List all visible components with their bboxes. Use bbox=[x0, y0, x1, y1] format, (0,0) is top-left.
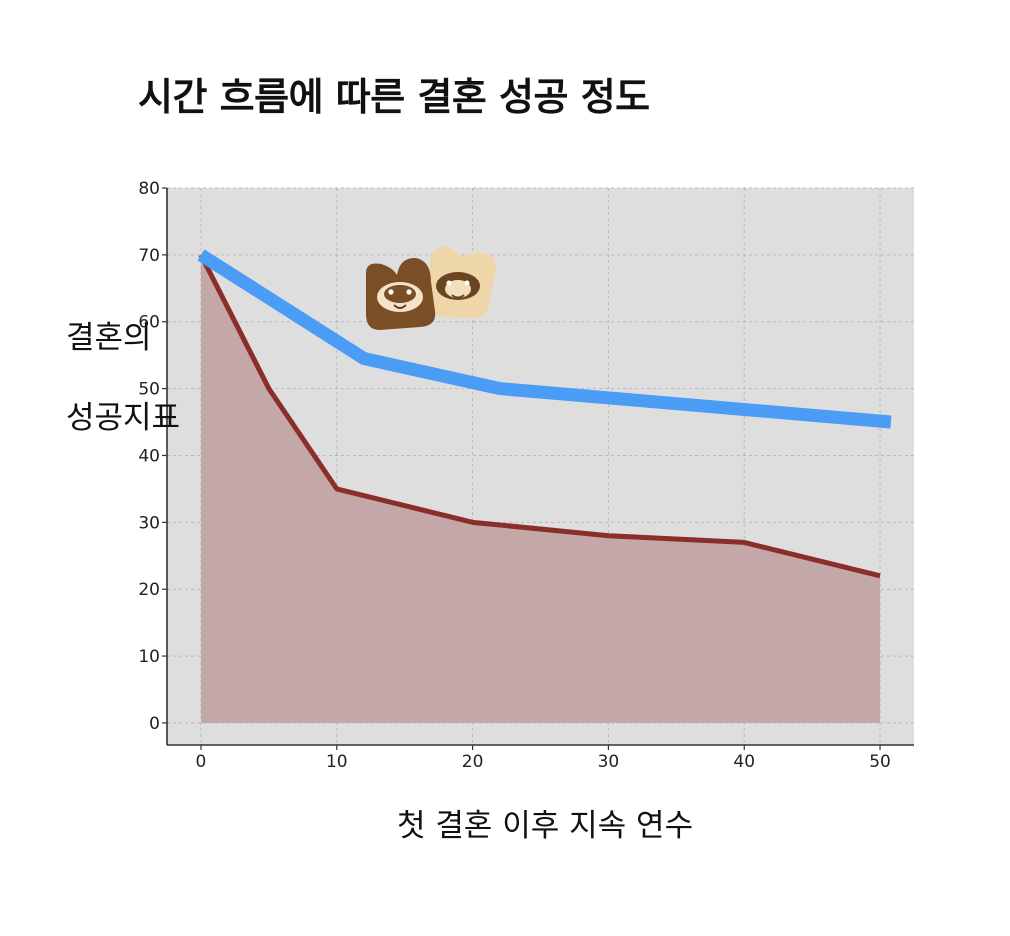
y-tick-label: 40 bbox=[138, 446, 160, 466]
area-fill bbox=[200, 254, 881, 723]
mascot-light-icon bbox=[425, 246, 496, 319]
y-tick-label: 30 bbox=[138, 513, 160, 533]
x-axis-label: 첫 결혼 이후 지속 연수 bbox=[397, 808, 694, 844]
y-tick-label: 10 bbox=[138, 647, 160, 667]
x-tick-label: 10 bbox=[326, 752, 348, 772]
y-tick-label: 60 bbox=[138, 313, 160, 333]
x-tick-label: 30 bbox=[598, 752, 620, 772]
y-tick-label: 80 bbox=[138, 179, 160, 199]
x-tick-label: 40 bbox=[733, 752, 755, 772]
series-line-red bbox=[198, 253, 881, 579]
mascot-dark-icon bbox=[365, 257, 436, 330]
x-tick-label: 0 bbox=[196, 752, 207, 772]
mascot-icons bbox=[365, 246, 496, 330]
y-tick-label: 0 bbox=[149, 714, 160, 734]
chart-title: 시간 흐름에 따른 결혼 성공 정도 bbox=[138, 75, 650, 119]
y-tick-label: 70 bbox=[138, 246, 160, 266]
y-axis-label: 결혼의 성공지표 bbox=[66, 320, 181, 436]
y-tick-label: 50 bbox=[138, 380, 160, 400]
x-tick-label: 50 bbox=[869, 752, 891, 772]
x-tick-label: 20 bbox=[462, 752, 484, 772]
series-line-blue bbox=[197, 249, 892, 429]
ticks: 0 10 20 30 40 50 0 10 20 30 40 50 60 70 80 bbox=[138, 179, 891, 772]
y-tick-label: 20 bbox=[138, 580, 160, 600]
